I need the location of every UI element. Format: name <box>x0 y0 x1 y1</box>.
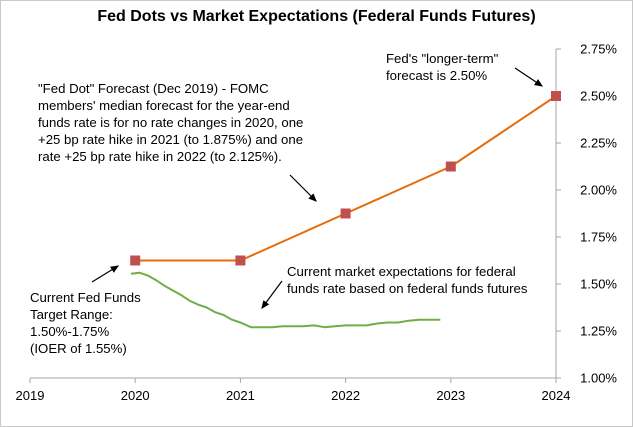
annotation-line: funds rate based on federal funds future… <box>287 281 528 296</box>
arrow-fomc <box>289 174 317 202</box>
arrow-market <box>261 280 283 309</box>
y-tick-label: 1.25% <box>580 324 617 339</box>
x-tick-label: 2019 <box>16 388 45 403</box>
arrow-current <box>91 265 120 283</box>
x-tick-label: 2024 <box>542 388 571 403</box>
y-tick-label: 2.75% <box>580 42 617 57</box>
y-tick-label: 1.75% <box>580 230 617 245</box>
annotation-current-target: Current Fed Funds Target Range: 1.50%-1.… <box>30 289 141 357</box>
annotation-line: rate +25 bp rate hike in 2022 (to 2.125%… <box>38 149 282 164</box>
chart-title: Fed Dots vs Market Expectations (Federal… <box>97 8 536 25</box>
x-tick-label: 2023 <box>436 388 465 403</box>
data-point-marker <box>340 208 351 219</box>
y-tick-label: 2.25% <box>580 136 617 151</box>
y-tick-label: 2.00% <box>580 183 617 198</box>
annotation-line: funds rate is for no rate changes in 202… <box>38 115 304 130</box>
data-point-marker <box>130 255 141 266</box>
annotation-line: Current market expectations for federal <box>287 264 516 279</box>
annotation-line: (IOER of 1.55%) <box>30 341 127 356</box>
series-line-market-futures <box>130 271 441 329</box>
annotation-line: Fed's "longer-term" <box>386 51 499 66</box>
annotation-line: members' median forecast for the year-en… <box>38 98 290 113</box>
data-point-marker <box>445 161 456 172</box>
data-point-marker <box>551 91 561 101</box>
annotation-line: "Fed Dot" Forecast (Dec 2019) - FOMC <box>38 81 269 96</box>
data-point-marker <box>235 255 246 266</box>
x-tick-label: 2020 <box>121 388 150 403</box>
annotation-line: +25 bp rate hike in 2021 (to 1.875%) and… <box>38 132 304 147</box>
annotation-longer-term: Fed's "longer-term" forecast is 2.50% <box>386 50 498 84</box>
x-tick-label: 2022 <box>331 388 360 403</box>
annotation-line: Current Fed Funds <box>30 290 141 305</box>
y-tick-label: 1.50% <box>580 277 617 292</box>
arrow-longer-term <box>514 67 543 87</box>
annotation-market-expectations: Current market expectations for federal … <box>287 263 527 297</box>
y-tick-label: 1.00% <box>580 371 617 386</box>
annotation-line: 1.50%-1.75% <box>30 324 110 339</box>
x-tick-label: 2021 <box>226 388 255 403</box>
annotation-fomc-forecast: "Fed Dot" Forecast (Dec 2019) - FOMC mem… <box>38 80 303 165</box>
y-tick-label: 2.50% <box>580 89 617 104</box>
annotation-line: forecast is 2.50% <box>386 68 488 83</box>
annotation-line: Target Range: <box>30 307 113 322</box>
